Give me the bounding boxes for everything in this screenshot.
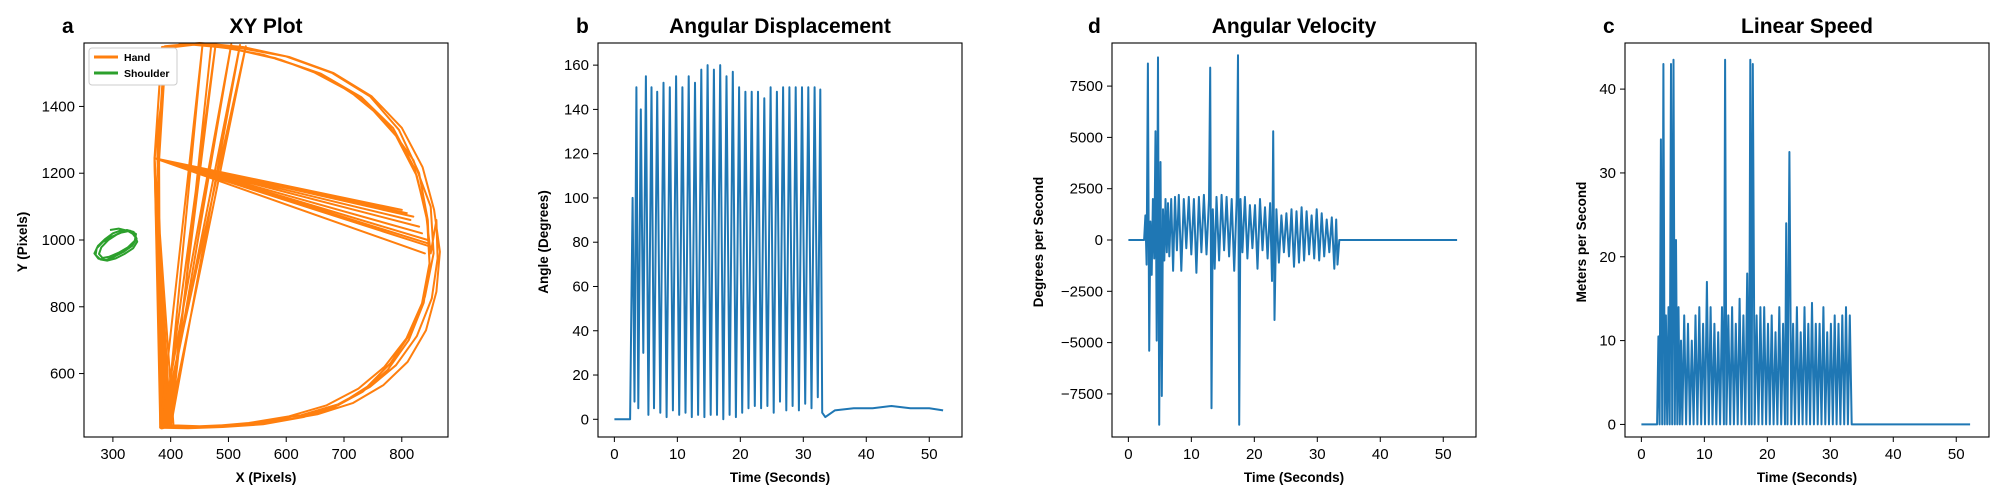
y-tick-label: 800 <box>50 299 75 316</box>
data-series-line <box>1641 58 1971 426</box>
x-tick-label: 30 <box>795 446 812 463</box>
hand-series-line <box>153 157 172 430</box>
x-axis-label: Time (Seconds) <box>1244 470 1344 485</box>
x-tick-label: 500 <box>216 446 241 463</box>
x-tick-label: 700 <box>331 446 356 463</box>
y-tick-label: 600 <box>50 366 75 383</box>
panel-angular-displacement: b Angular Displacement Time (Seconds) An… <box>536 15 963 485</box>
axes-frame <box>1624 42 1990 438</box>
y-axis-label: Y (Pixels) <box>15 212 30 273</box>
axes-frame <box>597 42 963 438</box>
legend-label-hand: Hand <box>124 52 150 64</box>
y-tick-label: 2500 <box>1070 181 1103 198</box>
x-tick-label: 50 <box>1948 446 1965 463</box>
y-axis-label: Degrees per Second <box>1031 177 1046 308</box>
axes-frame <box>83 42 449 438</box>
plot-lines <box>1128 54 1458 426</box>
y-tick-label: 20 <box>1599 249 1616 266</box>
x-ticks: 0 10 20 30 40 50 <box>610 437 938 463</box>
panel-linear-speed: c Linear Speed Time (Seconds) Meters per… <box>1574 15 1990 485</box>
y-tick-label: 1200 <box>42 165 75 182</box>
chart-title: Angular Displacement <box>669 15 891 38</box>
x-tick-label: 50 <box>921 446 938 463</box>
x-tick-label: 0 <box>610 446 618 463</box>
x-tick-label: 0 <box>1637 446 1645 463</box>
y-tick-label: 0 <box>1095 232 1103 249</box>
x-tick-label: 300 <box>100 446 125 463</box>
x-tick-label: 20 <box>732 446 749 463</box>
x-tick-label: 800 <box>389 446 414 463</box>
y-tick-label: 80 <box>572 234 589 251</box>
x-tick-label: 0 <box>1124 446 1132 463</box>
y-tick-label: −5000 <box>1061 335 1103 352</box>
panel-xy-plot: a XY Plot X (Pixels) Y (Pixels) 300 400 50… <box>15 15 449 485</box>
x-tick-label: 10 <box>669 446 686 463</box>
shoulder-series-line <box>93 227 139 262</box>
chart-title: XY Plot <box>229 15 302 38</box>
y-tick-label: 60 <box>572 278 589 295</box>
y-tick-label: 160 <box>564 57 589 74</box>
x-ticks: 0 10 20 30 40 50 <box>1637 437 1965 463</box>
y-tick-label: 120 <box>564 146 589 163</box>
data-series-line <box>614 64 944 421</box>
y-tick-label: 40 <box>572 323 589 340</box>
x-ticks: 0 10 20 30 40 50 <box>1124 437 1452 463</box>
legend: Hand Shoulder <box>88 47 178 86</box>
x-tick-label: 400 <box>158 446 183 463</box>
x-tick-label: 40 <box>1885 446 1902 463</box>
x-tick-label: 30 <box>1309 446 1326 463</box>
y-tick-label: 5000 <box>1070 129 1103 146</box>
axes-frame <box>1111 42 1477 438</box>
hand-series-line <box>153 42 441 430</box>
x-tick-label: 20 <box>1246 446 1263 463</box>
y-tick-label: 7500 <box>1070 78 1103 95</box>
plot-lines <box>1641 58 1971 426</box>
x-tick-label: 40 <box>1372 446 1389 463</box>
x-tick-label: 20 <box>1759 446 1776 463</box>
plot-lines <box>93 42 441 430</box>
panel-letter: a <box>62 15 74 38</box>
y-ticks: 0 10 20 30 40 <box>1599 81 1625 433</box>
y-ticks: 600 800 1000 1200 1400 <box>42 98 84 383</box>
y-axis-label: Meters per Second <box>1574 182 1589 303</box>
panel-letter: c <box>1603 15 1615 38</box>
legend-label-shoulder: Shoulder <box>124 68 170 80</box>
chart-title: Angular Velocity <box>1212 15 1377 38</box>
y-tick-label: −7500 <box>1061 386 1103 403</box>
x-axis-label: Time (Seconds) <box>730 470 830 485</box>
x-axis-label: Time (Seconds) <box>1757 470 1857 485</box>
x-tick-label: 10 <box>1696 446 1713 463</box>
y-tick-label: 40 <box>1599 81 1616 98</box>
x-ticks: 300 400 500 600 700 800 <box>100 437 414 463</box>
hand-series-line <box>159 42 247 430</box>
y-tick-label: −2500 <box>1061 283 1103 300</box>
y-tick-label: 100 <box>564 190 589 207</box>
x-tick-label: 30 <box>1822 446 1839 463</box>
x-tick-label: 600 <box>274 446 299 463</box>
data-series-line <box>1128 54 1458 426</box>
plot-lines <box>614 64 944 421</box>
y-ticks: −7500 −5000 −2500 0 2500 5000 7500 <box>1061 78 1112 403</box>
y-tick-label: 0 <box>1608 416 1616 433</box>
panel-letter: d <box>1088 15 1101 38</box>
panel-angular-velocity: d Angular Velocity Time (Seconds) Degree… <box>1031 15 1477 485</box>
y-tick-label: 10 <box>1599 333 1616 350</box>
x-tick-label: 10 <box>1183 446 1200 463</box>
chart-title: Linear Speed <box>1741 15 1873 38</box>
y-tick-label: 20 <box>572 367 589 384</box>
y-tick-label: 30 <box>1599 165 1616 182</box>
x-tick-label: 40 <box>858 446 875 463</box>
panel-letter: b <box>576 15 589 38</box>
y-tick-label: 0 <box>581 411 589 428</box>
y-tick-label: 140 <box>564 101 589 118</box>
y-tick-label: 1000 <box>42 232 75 249</box>
x-axis-label: X (Pixels) <box>236 470 297 485</box>
y-axis-label: Angle (Degrees) <box>536 190 551 294</box>
x-tick-label: 50 <box>1435 446 1452 463</box>
y-ticks: 0 20 40 60 80 100 120 140 160 <box>564 57 598 428</box>
y-tick-label: 1400 <box>42 98 75 115</box>
